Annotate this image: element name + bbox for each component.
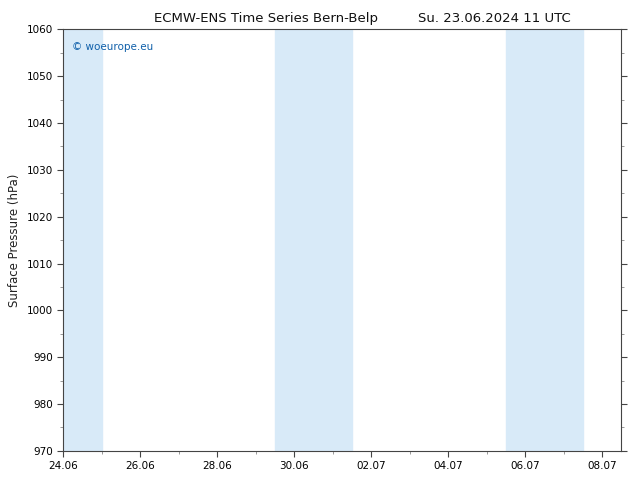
Bar	[506, 29, 583, 451]
Text: ECMW-ENS Time Series Bern-Belp: ECMW-ENS Time Series Bern-Belp	[154, 12, 378, 25]
Bar	[63, 29, 102, 451]
Text: © woeurope.eu: © woeurope.eu	[72, 42, 153, 52]
Bar	[275, 29, 352, 451]
Text: Su. 23.06.2024 11 UTC: Su. 23.06.2024 11 UTC	[418, 12, 571, 25]
Y-axis label: Surface Pressure (hPa): Surface Pressure (hPa)	[8, 173, 21, 307]
